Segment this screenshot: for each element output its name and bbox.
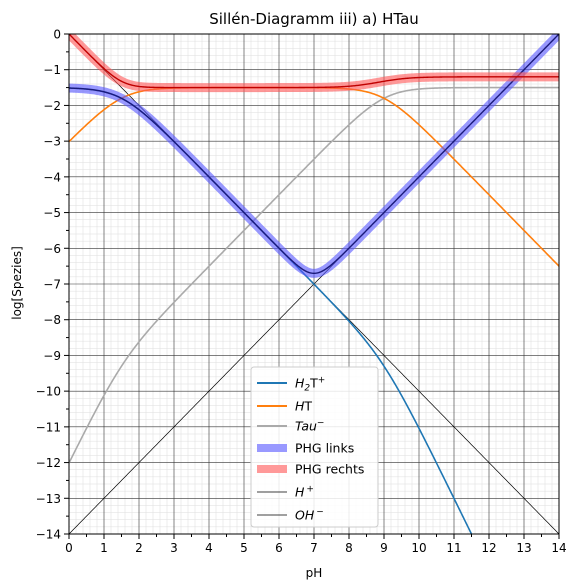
x-tick-label: 13	[516, 541, 531, 555]
legend-h2t-sup: +	[318, 376, 326, 386]
y-tick-label: −5	[43, 206, 61, 220]
y-tick-label: −10	[36, 385, 61, 399]
legend-h2t-main: H	[295, 376, 305, 391]
x-tick-label: 3	[170, 541, 178, 555]
y-tick-label: −12	[36, 456, 61, 470]
legend-label-phg-links: PHG links	[295, 441, 354, 456]
legend-oh-main: OH	[295, 508, 315, 523]
curves-group	[69, 34, 559, 534]
x-tick-label: 14	[551, 541, 566, 555]
y-tick-label: −2	[43, 99, 61, 113]
y-tick-label: −4	[43, 170, 61, 184]
x-axis-label: pH	[306, 566, 323, 580]
y-axis-label: log[Spezies]	[10, 246, 24, 320]
y-tick-label: −11	[36, 420, 61, 434]
x-tick-label: 4	[205, 541, 213, 555]
legend-label-oh: OH −	[295, 508, 324, 523]
plot-area	[69, 34, 559, 534]
y-tick-label: −3	[43, 135, 61, 149]
legend-h-main: H	[295, 485, 305, 500]
x-tick-label: 10	[411, 541, 426, 555]
y-tick-label: −8	[43, 313, 61, 327]
legend-label-tau: Tau−	[295, 419, 324, 434]
legend-h2t-rest: T	[309, 376, 318, 391]
legend-h-sup: +	[306, 485, 314, 495]
series-tau-line	[69, 86, 559, 464]
x-tick-label: 6	[275, 541, 283, 555]
y-tick-label: −7	[43, 278, 61, 292]
legend: H2T+ HT Tau− PHG links PHG rechts H + OH −	[250, 366, 379, 528]
legend-tau-sup: −	[317, 419, 325, 429]
legend-label-h: H +	[295, 485, 314, 500]
legend-ht-rest: T	[303, 399, 312, 414]
x-tick-label: 12	[481, 541, 496, 555]
y-tick-label: 0	[53, 28, 61, 42]
legend-oh-sup: −	[316, 508, 324, 518]
y-tick-label: −14	[36, 528, 61, 542]
y-tick-label: −1	[43, 63, 61, 77]
legend-h2t-sub: 2	[304, 384, 310, 394]
x-tick-label: 1	[100, 541, 108, 555]
x-tick-label: 0	[65, 541, 73, 555]
y-tick-label: −9	[43, 349, 61, 363]
x-tick-label: 2	[135, 541, 143, 555]
axes: 0 1 2 3 4 5 6 7 8 9 10 11 12 13 140−1−2−3−4−5−6−7−8−9−…	[36, 28, 567, 556]
x-tick-label: 8	[345, 541, 353, 555]
chart-title: Sillén-Diagramm iii) a) HTau	[209, 10, 419, 28]
x-tick-label: 7	[310, 541, 318, 555]
legend-label-h2t: H2T+	[295, 376, 325, 394]
legend-tau-main: Tau	[295, 419, 317, 434]
series-phg-rechts-core	[69, 34, 559, 89]
legend-label-phg-rechts: PHG rechts	[295, 462, 364, 477]
legend-ht-main: H	[295, 399, 305, 414]
x-tick-label: 9	[380, 541, 388, 555]
y-tick-label: −13	[36, 492, 61, 506]
x-tick-label: 11	[446, 541, 461, 555]
y-tick-label: −6	[43, 242, 61, 256]
x-tick-label: 5	[240, 541, 248, 555]
legend-label-ht: HT	[295, 399, 312, 414]
series-phg-links-core	[69, 34, 559, 275]
